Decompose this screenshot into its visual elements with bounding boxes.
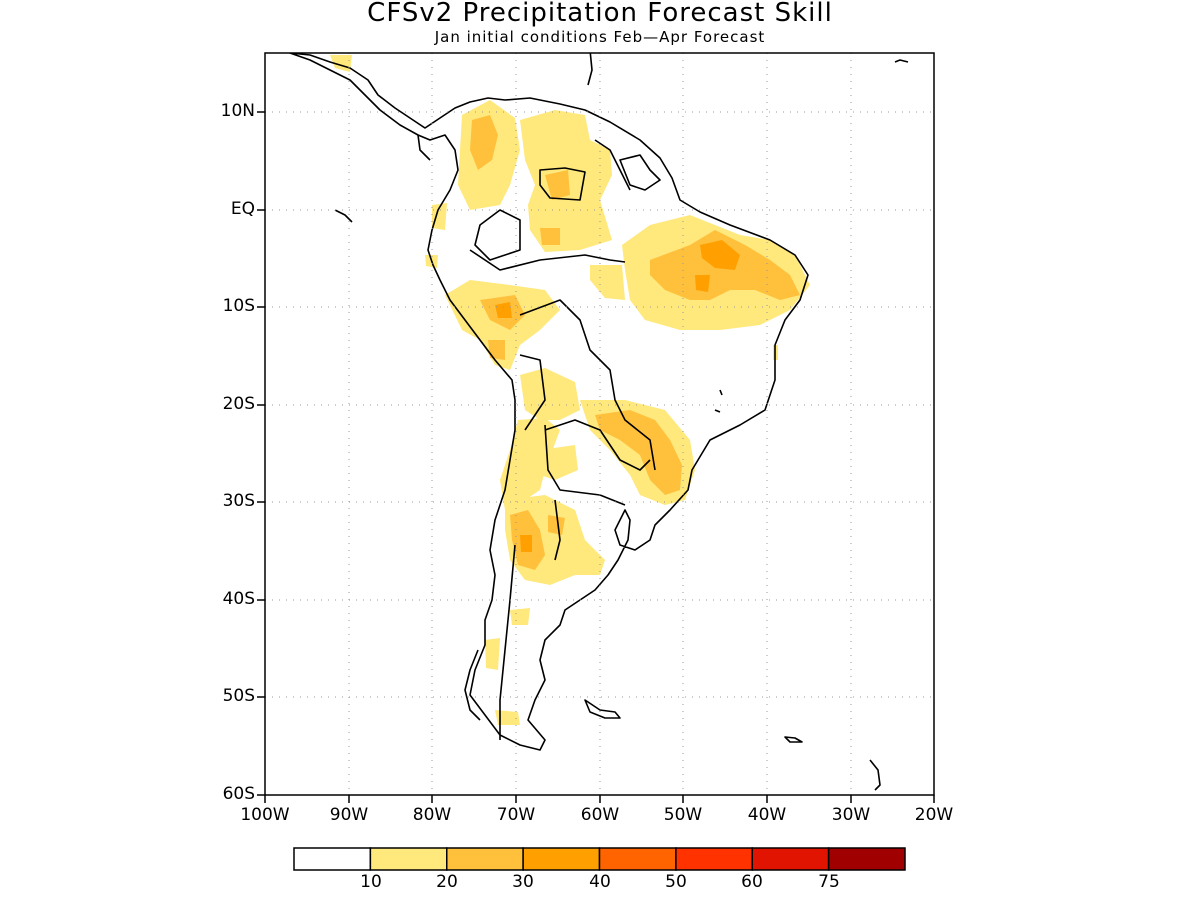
lon-label-20w: 20W [914,805,954,825]
colorbar-label-50: 50 [665,872,687,892]
colorbar-label-60: 60 [741,872,763,892]
colorbar-swatch [598,847,677,871]
colorbar-swatch [751,847,830,871]
colorbar-label-20: 20 [436,872,458,892]
colorbar-swatch [369,847,448,871]
lat-label-10n: 10N [220,101,255,121]
colorbar-swatch [522,847,601,871]
lat-label-50s: 50S [222,686,255,706]
lon-label-80w: 80W [412,805,452,825]
colorbar-swatch [675,847,753,871]
lat-label-20s: 20S [222,394,255,414]
lat-label-60s: 60S [222,784,255,804]
lon-label-50w: 50W [663,805,703,825]
lat-label-40s: 40S [222,589,255,609]
colorbar-swatch [293,847,372,871]
lon-label-30w: 30W [831,805,871,825]
colorbar-swatch [446,847,524,871]
skill-shading-10-20 [330,55,810,725]
chart-title: CFSv2 Precipitation Forecast Skill [367,0,833,28]
lat-label-30s: 30S [222,491,255,511]
lon-label-90w: 90W [329,805,369,825]
lat-label-10s: 10S [222,296,255,316]
colorbar-label-30: 30 [512,872,534,892]
gridlines [265,53,934,795]
lon-label-40w: 40W [747,805,787,825]
colorbar [293,847,906,871]
coastline [289,53,909,791]
chart-subtitle: Jan initial conditions Feb—Apr Forecast [434,28,766,46]
lon-label-70w: 70W [496,805,536,825]
map-content [265,53,934,795]
lon-label-100w: 100W [240,805,290,825]
colorbar-label-75: 75 [818,872,840,892]
colorbar-swatch [827,847,906,871]
colorbar-label-40: 40 [589,872,611,892]
skill-shading-30-40 [495,240,740,552]
lat-label-eq: EQ [230,199,255,219]
colorbar-label-10: 10 [360,872,382,892]
lon-label-60w: 60W [580,805,620,825]
axis-ticks [257,111,935,803]
